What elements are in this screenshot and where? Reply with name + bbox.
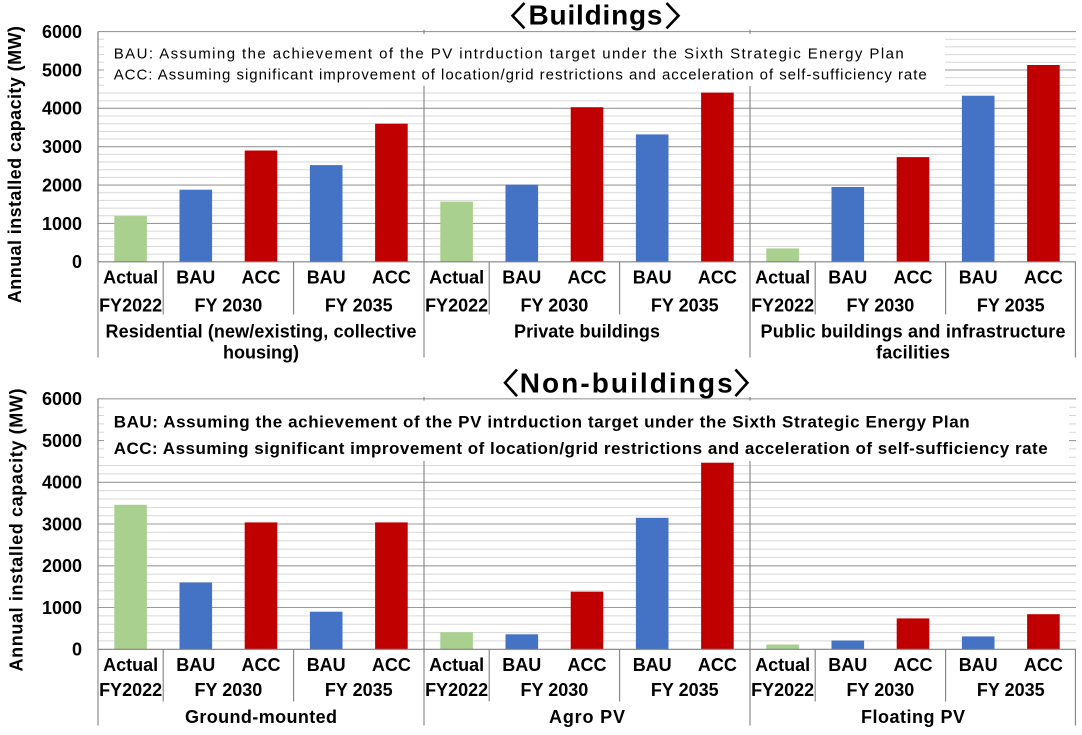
svg-text:ACC: ACC — [894, 267, 933, 287]
svg-text:ACC: ACC — [698, 655, 737, 675]
svg-text:Residential (new/existing, col: Residential (new/existing, collective — [106, 322, 417, 342]
svg-text:facilities: facilities — [876, 343, 950, 363]
svg-text:ACC: ACC — [1024, 655, 1063, 675]
svg-text:BAU: Assuming the achievement: BAU: Assuming the achievement of the PV … — [114, 46, 904, 63]
svg-text:BAU: BAU — [176, 655, 215, 675]
svg-text:Buildings: Buildings — [529, 0, 663, 30]
svg-text:FY2022: FY2022 — [751, 680, 814, 700]
svg-text:BAU: BAU — [502, 655, 541, 675]
svg-text:BAU: BAU — [633, 655, 672, 675]
svg-text:FY 2030: FY 2030 — [847, 680, 915, 700]
svg-text:FY 2030: FY 2030 — [521, 295, 589, 315]
svg-text:Actual: Actual — [429, 267, 484, 287]
svg-text:Actual: Actual — [103, 655, 158, 675]
svg-text:BAU: BAU — [307, 267, 346, 287]
svg-text:FY 2030: FY 2030 — [195, 295, 263, 315]
svg-text:Actual: Actual — [103, 267, 158, 287]
svg-text:3000: 3000 — [42, 514, 82, 534]
svg-text:FY2022: FY2022 — [99, 680, 162, 700]
svg-text:Actual: Actual — [755, 267, 810, 287]
svg-text:Private buildings: Private buildings — [514, 322, 660, 342]
svg-text:FY 2035: FY 2035 — [325, 680, 393, 700]
svg-text:BAU: BAU — [828, 267, 867, 287]
svg-text:2000: 2000 — [42, 176, 82, 196]
svg-text:ACC: ACC — [372, 267, 411, 287]
svg-text:Public buildings and infrastru: Public buildings and infrastructure — [761, 322, 1066, 342]
svg-text:FY2022: FY2022 — [425, 680, 488, 700]
svg-text:Annual installed capacity (MW): Annual installed capacity (MW) — [5, 26, 25, 303]
svg-text:BAU: BAU — [959, 267, 998, 287]
svg-text:FY 2030: FY 2030 — [521, 680, 589, 700]
svg-text:FY 2035: FY 2035 — [651, 680, 719, 700]
svg-text:BAU: BAU — [502, 267, 541, 287]
svg-text:BAU: BAU — [828, 655, 867, 675]
svg-text:BAU: BAU — [959, 655, 998, 675]
svg-text:ACC: ACC — [1024, 267, 1063, 287]
svg-text:1000: 1000 — [42, 214, 82, 234]
svg-text:ACC: ACC — [372, 655, 411, 675]
svg-text:3000: 3000 — [42, 137, 82, 157]
svg-text:0: 0 — [72, 252, 82, 272]
svg-text:FY2022: FY2022 — [425, 295, 488, 315]
svg-text:housing): housing) — [223, 343, 299, 363]
svg-text:BAU: Assuming the achievement: BAU: Assuming the achievement of the PV … — [114, 412, 970, 431]
svg-text:4000: 4000 — [42, 473, 82, 493]
svg-text:ACC: ACC — [568, 655, 607, 675]
svg-text:BAU: BAU — [633, 267, 672, 287]
svg-text:FY 2030: FY 2030 — [195, 680, 263, 700]
svg-text:1000: 1000 — [42, 598, 82, 618]
svg-text:Agro PV: Agro PV — [549, 707, 625, 727]
svg-text:BAU: BAU — [307, 655, 346, 675]
svg-text:ACC: ACC — [242, 267, 281, 287]
svg-text:FY 2035: FY 2035 — [977, 680, 1045, 700]
svg-text:Annual installed capacity (MW): Annual installed capacity (MW) — [7, 389, 27, 672]
svg-text:2000: 2000 — [42, 556, 82, 576]
svg-text:ACC: Assuming significant impr: ACC: Assuming significant improvement of… — [114, 439, 1048, 458]
svg-text:6000: 6000 — [42, 22, 82, 42]
svg-text:Ground-mounted: Ground-mounted — [185, 707, 337, 727]
svg-text:Floating PV: Floating PV — [861, 707, 965, 727]
svg-text:4000: 4000 — [42, 99, 82, 119]
svg-text:BAU: BAU — [176, 267, 215, 287]
svg-text:FY 2035: FY 2035 — [977, 295, 1045, 315]
svg-text:Actual: Actual — [429, 655, 484, 675]
svg-text:FY 2035: FY 2035 — [651, 295, 719, 315]
svg-text:FY2022: FY2022 — [99, 295, 162, 315]
svg-text:0: 0 — [72, 640, 82, 660]
svg-text:FY2022: FY2022 — [751, 295, 814, 315]
svg-text:Actual: Actual — [755, 655, 810, 675]
svg-text:6000: 6000 — [42, 389, 82, 409]
svg-text:5000: 5000 — [42, 60, 82, 80]
svg-text:FY 2035: FY 2035 — [325, 295, 393, 315]
svg-text:ACC: ACC — [242, 655, 281, 675]
svg-text:Non-buildings: Non-buildings — [520, 367, 733, 398]
svg-text:ACC: ACC — [894, 655, 933, 675]
svg-text:FY 2030: FY 2030 — [847, 295, 915, 315]
svg-text:5000: 5000 — [42, 431, 82, 451]
svg-text:ACC: ACC — [568, 267, 607, 287]
svg-text:ACC: ACC — [698, 267, 737, 287]
svg-text:ACC: Assuming significant impr: ACC: Assuming significant improvement of… — [114, 66, 927, 83]
